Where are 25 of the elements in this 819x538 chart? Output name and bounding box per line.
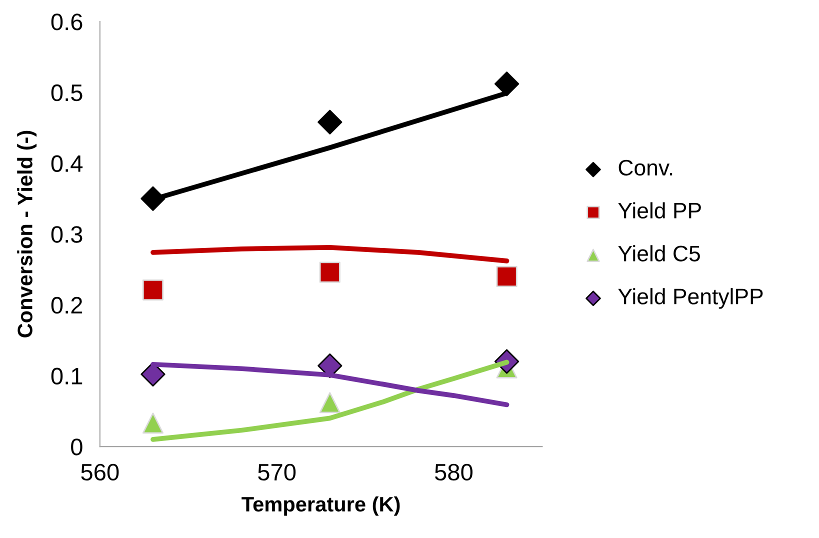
point <box>140 362 166 387</box>
point <box>142 279 164 301</box>
legend-label: Yield PP <box>618 202 701 219</box>
y-tick-label: 0 <box>71 438 82 456</box>
point <box>494 72 520 96</box>
y-tick-label: 0.5 <box>51 84 82 102</box>
y-tick-label: 0.4 <box>51 155 83 172</box>
point <box>496 266 518 288</box>
y-tick-label: 0.1 <box>51 368 82 384</box>
x-tick-label: 570 <box>258 464 296 481</box>
x-tick-label: 560 <box>81 464 119 481</box>
legend-label: Conv. <box>618 160 672 176</box>
line-series <box>150 245 510 264</box>
legend-label: Yield PentylPP <box>618 288 763 309</box>
y-tick-label: 0.2 <box>51 296 82 314</box>
x-axis-title: Temperature (K) <box>242 496 400 516</box>
legend-label: Yield C5 <box>618 245 700 262</box>
point <box>319 262 340 283</box>
y-axis-title: Conversion - Yield (-) <box>17 130 37 338</box>
y-tick-label: 0.6 <box>51 14 82 30</box>
point <box>319 392 340 414</box>
point <box>318 110 342 134</box>
x-tick-label: 580 <box>434 464 472 481</box>
y-tick-label: 0.3 <box>51 226 82 243</box>
point <box>142 412 164 434</box>
